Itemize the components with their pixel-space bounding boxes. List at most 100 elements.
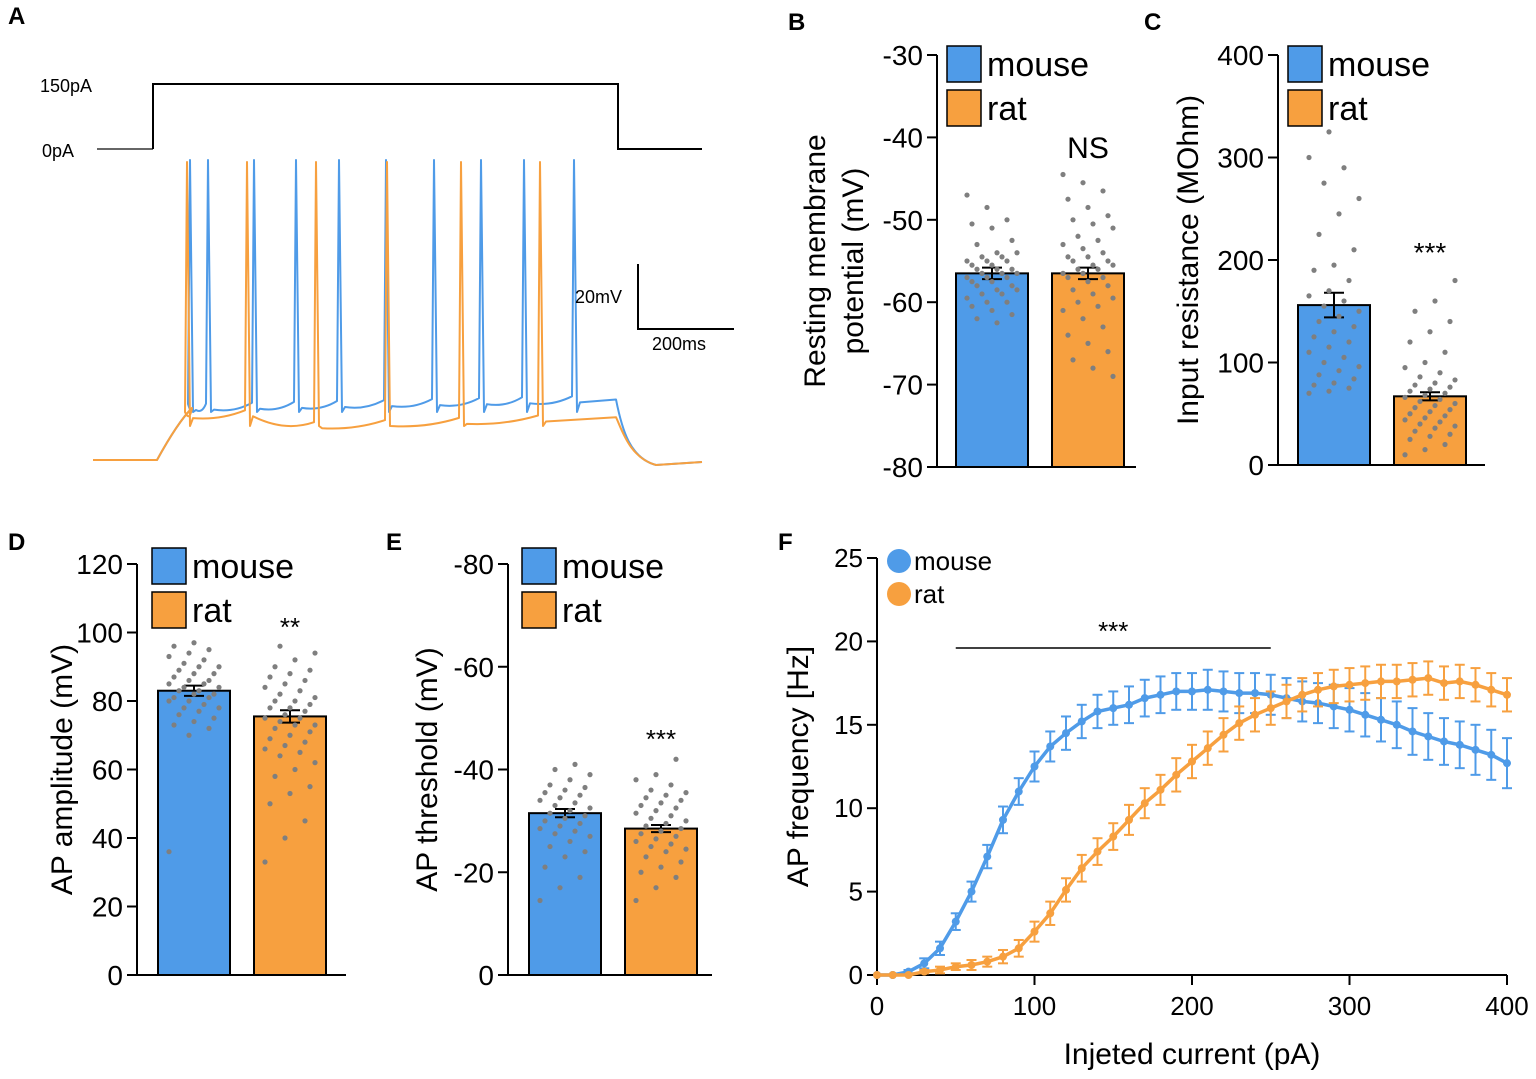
data-point-rat xyxy=(1422,415,1428,421)
data-point-rat xyxy=(1447,318,1453,325)
data-point-mouse xyxy=(547,843,553,850)
panel-letter-a: A xyxy=(8,3,25,30)
series-point-mouse xyxy=(920,959,929,968)
data-point-rat xyxy=(1427,433,1433,439)
data-point-mouse xyxy=(547,810,553,816)
data-point-mouse xyxy=(999,254,1005,260)
data-point-mouse xyxy=(964,274,970,281)
data-point-rat xyxy=(648,843,654,850)
data-point-mouse xyxy=(572,828,578,834)
data-point-rat xyxy=(1407,388,1413,394)
data-point-rat xyxy=(1100,250,1106,256)
data-point-mouse xyxy=(989,262,995,268)
data-point-rat xyxy=(1432,425,1438,431)
data-point-rat xyxy=(307,701,313,708)
data-point-rat xyxy=(272,698,278,704)
data-point-rat xyxy=(663,849,669,855)
data-point-rat xyxy=(1070,217,1076,223)
data-point-rat xyxy=(1412,405,1418,411)
data-point-rat xyxy=(1442,390,1448,396)
legend-label-rat: rat xyxy=(914,579,945,609)
data-point-rat xyxy=(287,671,293,677)
data-point-rat xyxy=(1110,295,1116,301)
data-point-mouse xyxy=(1311,334,1317,340)
data-point-rat xyxy=(1075,233,1081,239)
data-point-rat xyxy=(302,818,308,824)
data-point-mouse xyxy=(216,684,222,690)
series-point-rat xyxy=(983,957,992,966)
data-point-mouse xyxy=(1306,154,1312,161)
significance-label: *** xyxy=(646,724,676,754)
data-point-rat xyxy=(1452,400,1458,407)
data-point-mouse xyxy=(989,307,995,314)
data-point-mouse xyxy=(537,897,543,904)
data-point-mouse xyxy=(964,258,970,264)
data-point-rat xyxy=(1442,349,1448,355)
x-tick-label: 0 xyxy=(870,991,884,1021)
data-point-rat xyxy=(297,715,303,721)
series-point-rat xyxy=(1172,770,1181,779)
data-point-rat xyxy=(262,746,268,752)
data-point-mouse xyxy=(171,694,177,701)
data-point-rat xyxy=(302,739,308,745)
data-point-mouse xyxy=(191,691,197,697)
data-point-rat xyxy=(648,787,654,793)
data-point-mouse xyxy=(979,270,985,276)
data-point-mouse xyxy=(582,813,588,819)
data-point-mouse xyxy=(537,797,543,803)
data-point-rat xyxy=(307,729,313,735)
data-point-rat xyxy=(297,749,303,755)
data-point-mouse xyxy=(1009,266,1015,272)
series-point-mouse xyxy=(1219,687,1228,696)
data-point-mouse xyxy=(984,299,990,305)
data-point-mouse xyxy=(1009,237,1015,243)
series-point-rat xyxy=(1282,697,1291,706)
data-point-rat xyxy=(638,802,644,809)
series-point-rat xyxy=(904,971,913,979)
series-point-rat xyxy=(1046,909,1055,918)
y-tick-label: 40 xyxy=(92,823,123,854)
data-point-rat xyxy=(1402,417,1408,423)
data-point-mouse xyxy=(974,266,980,272)
series-point-rat xyxy=(1345,680,1354,689)
data-point-rat xyxy=(1417,374,1423,380)
data-point-mouse xyxy=(176,712,182,718)
series-point-mouse xyxy=(999,815,1007,824)
data-point-rat xyxy=(312,650,318,656)
series-point-rat xyxy=(1109,832,1118,841)
data-point-mouse xyxy=(1351,376,1357,382)
data-point-mouse xyxy=(181,660,187,666)
data-point-mouse xyxy=(984,274,990,281)
data-point-rat xyxy=(1105,349,1111,355)
data-point-rat xyxy=(673,874,679,880)
data-point-rat xyxy=(277,691,283,697)
data-point-rat xyxy=(1442,413,1448,419)
data-point-rat xyxy=(1080,270,1086,276)
series-point-mouse xyxy=(1093,707,1102,716)
data-point-rat xyxy=(282,712,288,718)
data-point-mouse xyxy=(974,283,980,289)
series-point-rat xyxy=(1266,704,1275,713)
data-point-mouse xyxy=(1321,359,1327,366)
data-point-rat xyxy=(1085,279,1091,285)
data-point-rat xyxy=(1407,436,1413,442)
data-point-mouse xyxy=(1351,247,1357,253)
y-tick-label: -70 xyxy=(883,370,923,401)
data-point-rat xyxy=(1085,340,1091,346)
data-point-mouse xyxy=(171,722,177,728)
data-point-rat xyxy=(1452,423,1458,429)
series-point-rat xyxy=(1140,799,1149,808)
legend-label-rat: rat xyxy=(987,90,1027,128)
data-point-rat xyxy=(643,795,649,801)
legend-label-rat: rat xyxy=(1328,90,1368,128)
y-axis-label: AP amplitude (mV) xyxy=(46,644,79,895)
legend-label-mouse: mouse xyxy=(1328,46,1430,84)
y-tick-label: 0 xyxy=(1248,450,1264,481)
data-point-rat xyxy=(272,664,278,670)
scalebar-time-label: 200ms xyxy=(652,334,706,354)
data-point-rat xyxy=(1070,287,1076,293)
data-point-mouse xyxy=(979,254,985,260)
data-point-mouse xyxy=(557,885,563,891)
x-tick-label: 400 xyxy=(1485,991,1528,1021)
legend-label-mouse: mouse xyxy=(987,46,1089,84)
